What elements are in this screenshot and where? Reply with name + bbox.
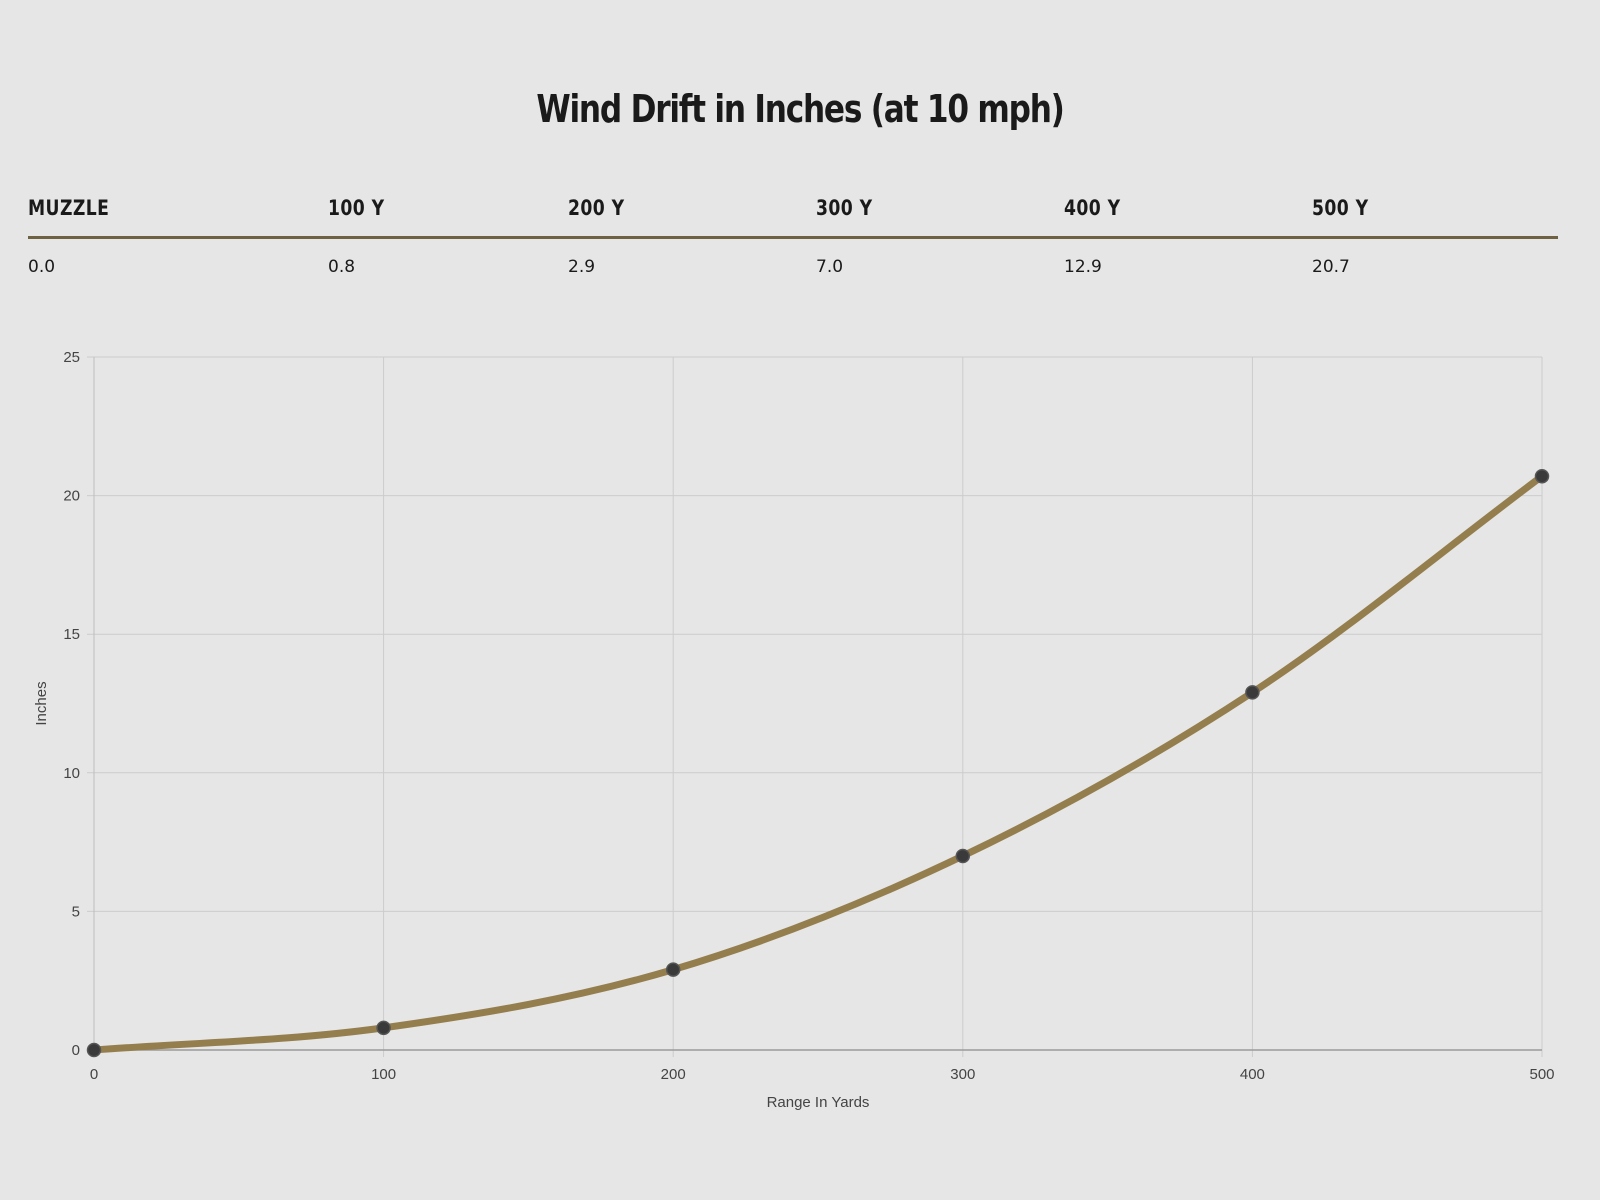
y-axis-title: Inches (33, 681, 50, 725)
y-tick-label: 20 (63, 488, 80, 505)
series-lines (90, 472, 1546, 1054)
axes (93, 357, 1542, 1051)
value-100y: 0.8 (328, 257, 356, 277)
header-500y: 500 Y (1312, 196, 1369, 220)
y-tick-label: 10 (63, 765, 80, 782)
x-tick-label: 500 (1529, 1066, 1554, 1083)
value-300y: 7.0 (816, 257, 844, 277)
x-tick-label: 200 (661, 1066, 686, 1083)
data-point[interactable] (376, 1020, 391, 1036)
header-muzzle: MUZZLE (28, 196, 110, 220)
y-tick-label: 5 (72, 903, 80, 920)
grid-lines (87, 356, 1543, 1057)
x-tick-label: 0 (90, 1066, 98, 1083)
value-200y: 2.9 (568, 257, 596, 277)
header-300y: 300 Y (816, 196, 873, 220)
data-point[interactable] (665, 962, 681, 977)
chart-title: Wind Drift in Inches (at 10 mph) (536, 87, 1065, 131)
header-200y: 200 Y (568, 196, 625, 220)
y-tick-label: 0 (72, 1042, 80, 1059)
wind-drift-series-line (90, 472, 1546, 1054)
value-500y: 20.7 (1312, 257, 1350, 277)
data-point[interactable] (1534, 468, 1550, 484)
data-point[interactable] (86, 1042, 102, 1058)
header-100y: 100 Y (328, 196, 385, 220)
x-tick-label: 300 (950, 1066, 975, 1083)
value-400y: 12.9 (1064, 257, 1102, 277)
data-points (86, 468, 1550, 1058)
x-tick-label: 100 (371, 1066, 396, 1083)
x-tick-label: 400 (1240, 1066, 1265, 1083)
y-tick-label: 15 (63, 626, 80, 643)
header-400y: 400 Y (1064, 196, 1121, 220)
data-point[interactable] (955, 848, 971, 864)
data-point[interactable] (1245, 685, 1260, 700)
wind-drift-table: MUZZLE 100 Y 200 Y 300 Y 400 Y 500 Y 0.0… (28, 190, 1558, 285)
value-muzzle: 0.0 (28, 257, 56, 277)
table-header-row: MUZZLE 100 Y 200 Y 300 Y 400 Y 500 Y (28, 190, 1558, 239)
y-tick-label: 25 (63, 349, 80, 366)
x-axis-title: Range In Yards (767, 1094, 870, 1111)
tick-labels: 0 100 200 300 400 500 0 5 10 15 20 25 (63, 349, 1554, 1083)
table-value-row: 0.0 0.8 2.9 7.0 12.9 20.7 (28, 239, 1558, 285)
